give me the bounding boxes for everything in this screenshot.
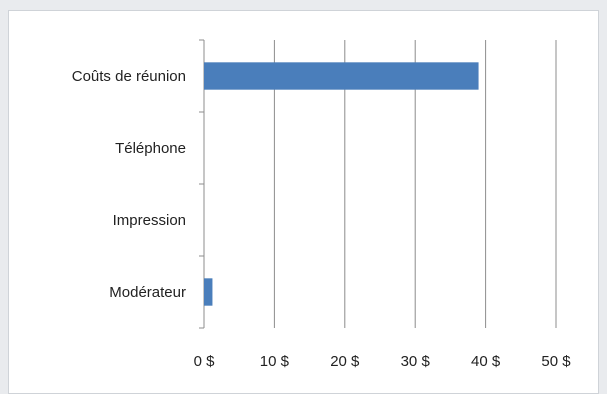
x-tick-label-2: 20 $ bbox=[330, 353, 360, 370]
category-label-1: Téléphone bbox=[115, 140, 186, 157]
bar-3 bbox=[204, 278, 213, 306]
x-tick-labels: 0 $ 10 $ 20 $ 30 $ 40 $ 50 $ bbox=[194, 353, 572, 370]
x-tick-label-3: 30 $ bbox=[401, 353, 431, 370]
x-tick-label-1: 10 $ bbox=[260, 353, 290, 370]
y-axis bbox=[199, 39, 205, 329]
x-tick-label-4: 40 $ bbox=[471, 353, 501, 370]
x-tick-label-0: 0 $ bbox=[194, 353, 216, 370]
bars bbox=[204, 62, 479, 306]
bar-0 bbox=[204, 62, 479, 90]
category-label-2: Impression bbox=[113, 212, 186, 229]
category-label-0: Coûts de réunion bbox=[72, 68, 186, 85]
x-tick-label-5: 50 $ bbox=[541, 353, 571, 370]
category-labels: Coûts de réunion Téléphone Impression Modér… bbox=[72, 68, 186, 301]
category-label-3: Modérateur bbox=[109, 284, 186, 301]
